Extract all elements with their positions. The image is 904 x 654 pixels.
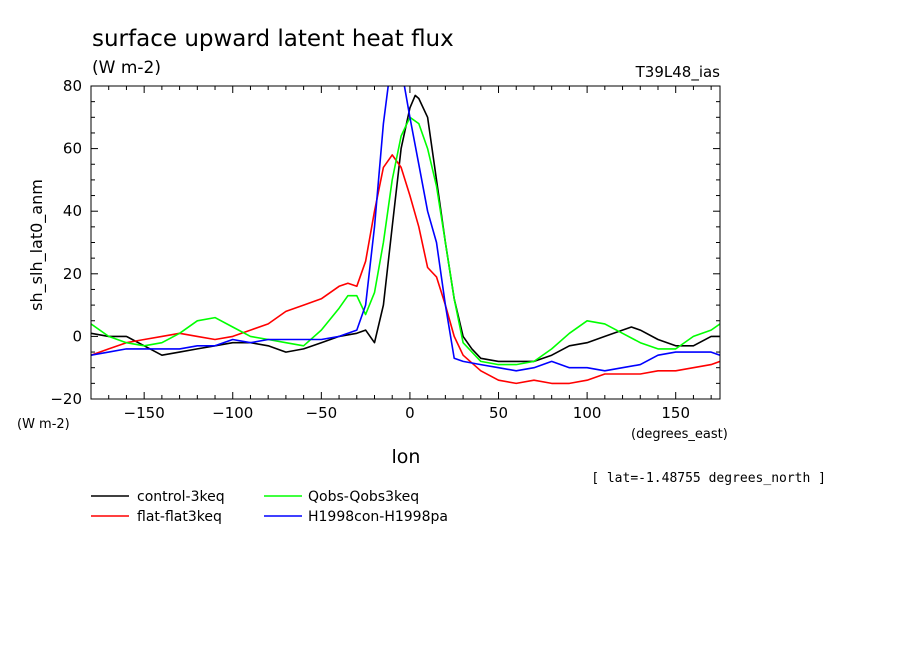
ticks-layer: [90, 85, 720, 400]
y-axis-units: (W m-2): [17, 417, 70, 432]
model-label: T39L48_ias: [635, 63, 721, 82]
y-tick-label: −20: [50, 390, 82, 408]
x-axis-units: (degrees_east): [631, 427, 728, 442]
y-tick-label: 0: [72, 327, 82, 345]
y-axis-label: sh_slh_lat0_anm: [27, 179, 47, 311]
y-tick-label: 80: [63, 77, 82, 95]
series-line-h1998: [91, 86, 720, 372]
series-line-qobs: [91, 116, 720, 366]
tick-labels-layer: −150 −100 −50 0 50 100 150 −20 0 20 40 60 80: [50, 77, 690, 422]
series-line-flat: [91, 154, 720, 385]
y-tick-label: 20: [63, 265, 82, 283]
latitude-annotation: [ lat=-1.48755 degrees_north ]: [591, 471, 826, 486]
x-tick-label: −150: [124, 404, 165, 422]
x-axis-label: lon: [392, 446, 421, 468]
x-tick-label: 150: [661, 404, 690, 422]
legend-label-flat: flat-flat3keq: [137, 509, 222, 525]
legend-label-qobs: Qobs-Qobs3keq: [308, 489, 419, 505]
series-layer: [91, 86, 720, 385]
legend: control-3keq flat-flat3keq Qobs-Qobs3keq…: [91, 489, 448, 525]
y-tick-label: 40: [63, 202, 82, 220]
x-tick-label: 0: [405, 404, 415, 422]
x-tick-label: −100: [212, 404, 253, 422]
chart-subtitle: (W m-2): [92, 58, 161, 78]
plot-frame: [90, 85, 721, 400]
x-tick-label: 100: [573, 404, 602, 422]
y-tick-label: 60: [63, 140, 82, 158]
x-tick-label: −50: [306, 404, 338, 422]
x-tick-label: 50: [489, 404, 508, 422]
chart-title: surface upward latent heat flux: [92, 26, 454, 52]
legend-label-h1998: H1998con-H1998pa: [308, 509, 448, 525]
legend-label-control: control-3keq: [137, 489, 225, 505]
series-line-control: [91, 94, 720, 363]
